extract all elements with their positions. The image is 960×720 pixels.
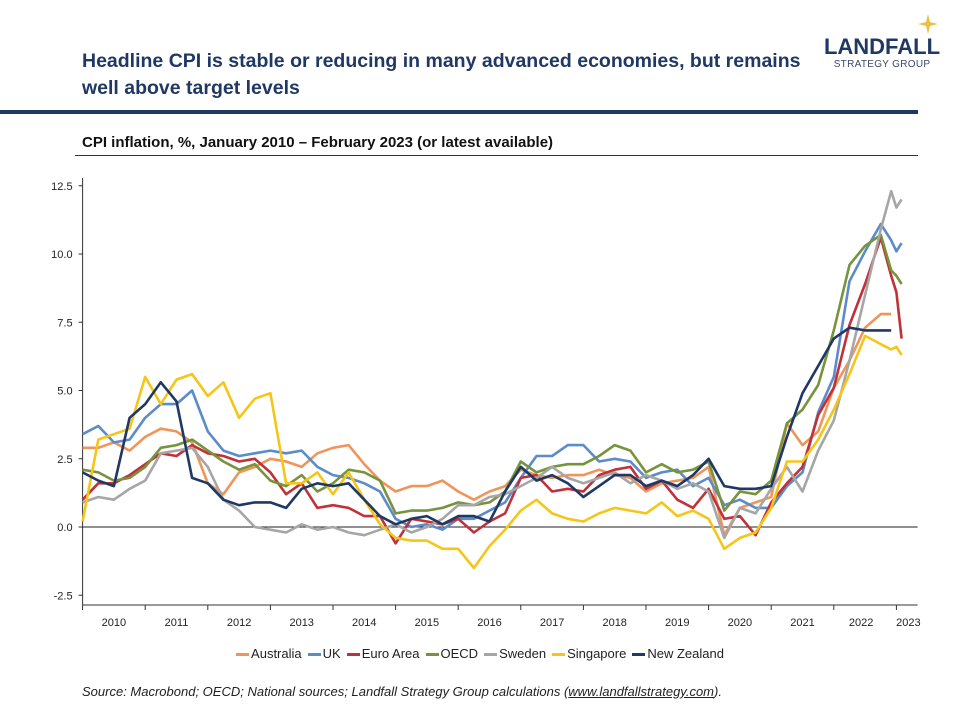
legend-label: UK <box>322 646 341 661</box>
legend-label: Sweden <box>499 646 547 661</box>
series-line-euro-area <box>81 236 903 545</box>
y-tick-label: 12.5 <box>51 181 72 193</box>
landfall-logo: LANDFALL STRATEGY GROUP <box>822 34 942 71</box>
x-tick-label: 2018 <box>602 617 626 629</box>
source-link[interactable]: www.landfallstrategy.com <box>568 684 715 699</box>
legend-swatch <box>552 653 566 657</box>
chart-legend: Australia UK Euro Area OECD Sweden Singapore N… <box>0 646 960 661</box>
logo-line1: LANDFALL <box>823 34 941 59</box>
legend-item: Euro Area <box>346 646 420 661</box>
x-tick-label: 2010 <box>102 617 126 629</box>
legend-swatch <box>307 653 321 657</box>
series-line-oecd <box>82 233 903 515</box>
legend-item: Sweden <box>484 646 546 661</box>
legend-swatch <box>484 653 498 657</box>
header-divider <box>0 110 918 114</box>
legend-item: OECD <box>425 646 479 661</box>
x-tick-label: 2015 <box>415 617 439 629</box>
y-tick-label: 5.0 <box>57 386 72 398</box>
x-tick-label: 2012 <box>227 617 251 629</box>
source-note: Source: Macrobond; OECD; National source… <box>82 684 722 699</box>
series-line-uk <box>81 222 903 531</box>
legend-item: Singapore <box>552 646 626 661</box>
y-tick-label: 2.5 <box>57 454 72 466</box>
x-tick-label: 2023 <box>896 617 920 629</box>
x-tick-label: 2020 <box>728 617 752 629</box>
legend-swatch <box>632 653 646 657</box>
logo-line2: STRATEGY GROUP <box>833 59 931 70</box>
x-tick-label: 2013 <box>289 617 313 629</box>
x-tick-label: 2021 <box>790 617 814 629</box>
x-tick-label: 2011 <box>165 617 189 629</box>
legend-item: Australia <box>236 646 302 661</box>
legend-label: Singapore <box>567 646 627 661</box>
x-tick-label: 2016 <box>477 617 501 629</box>
source-suffix: ). <box>714 684 722 699</box>
chart-title: CPI inflation, %, January 2010 – Februar… <box>82 134 554 151</box>
y-tick-label: -2.5 <box>54 590 73 602</box>
page-title: Headline CPI is stable or reducing in ma… <box>82 50 801 99</box>
y-tick-label: 7.5 <box>57 317 72 329</box>
legend-label: Euro Area <box>361 646 420 661</box>
legend-swatch <box>425 653 439 657</box>
x-tick-label: 2019 <box>665 617 689 629</box>
legend-item: New Zealand <box>632 646 724 661</box>
subtitle-divider <box>75 155 918 156</box>
legend-label: Australia <box>251 646 302 661</box>
source-text: Source: Macrobond; OECD; National source… <box>82 684 569 699</box>
legend-label: New Zealand <box>647 646 724 661</box>
series-line-singapore <box>81 334 903 570</box>
legend-label: OECD <box>440 646 479 661</box>
x-tick-label: 2014 <box>352 617 376 629</box>
series-line-new-zealand <box>81 326 892 526</box>
legend-swatch <box>346 653 360 657</box>
star-icon <box>918 14 938 34</box>
legend-item: UK <box>307 646 341 661</box>
y-tick-label: 10.0 <box>51 249 72 261</box>
x-tick-label: 2017 <box>540 617 564 629</box>
legend-swatch <box>236 653 250 657</box>
y-tick-label: 0.0 <box>57 522 72 534</box>
x-tick-label: 2022 <box>849 617 873 629</box>
